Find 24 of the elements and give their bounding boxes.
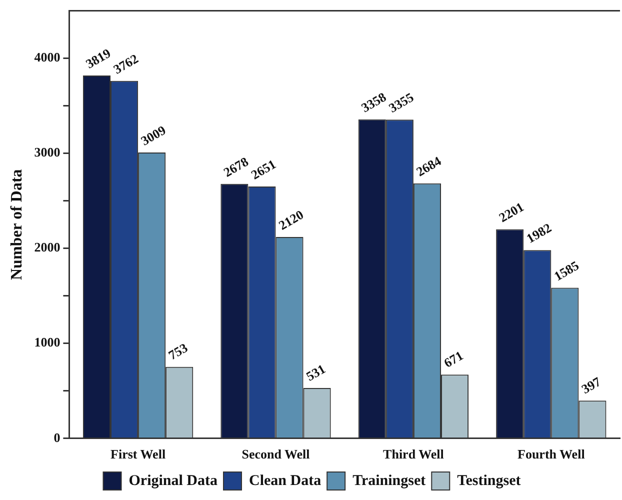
- x-tick-label: Second Well: [242, 446, 310, 462]
- data-label: 671: [441, 348, 466, 371]
- data-label: 2684: [414, 153, 444, 180]
- y-axis-title: Number of Data: [8, 169, 26, 280]
- x-tick-label: Fourth Well: [518, 446, 586, 462]
- legend-label: Trainingset: [352, 472, 426, 489]
- y-tick-label: 3000: [34, 144, 60, 160]
- y-tick-label: 0: [54, 430, 60, 445]
- x-tick-label: First Well: [110, 446, 166, 462]
- data-label: 1585: [551, 257, 582, 284]
- legend-label: Original Data: [128, 472, 218, 489]
- data-label: 753: [166, 340, 191, 363]
- data-label: 1982: [524, 220, 554, 246]
- x-tick-label: Third Well: [383, 446, 444, 462]
- y-tick-label: 2000: [34, 240, 60, 255]
- legend-label: Clean Data: [248, 472, 322, 489]
- data-label: 397: [578, 374, 604, 397]
- y-tick-label: 1000: [34, 334, 60, 350]
- y-tick-label: 4000: [34, 50, 60, 65]
- data-label: 3009: [138, 122, 169, 148]
- data-label: 2120: [276, 206, 306, 233]
- data-label: 2201: [496, 199, 526, 226]
- data-label: 531: [303, 361, 328, 384]
- legend-label: Testingset: [457, 472, 521, 489]
